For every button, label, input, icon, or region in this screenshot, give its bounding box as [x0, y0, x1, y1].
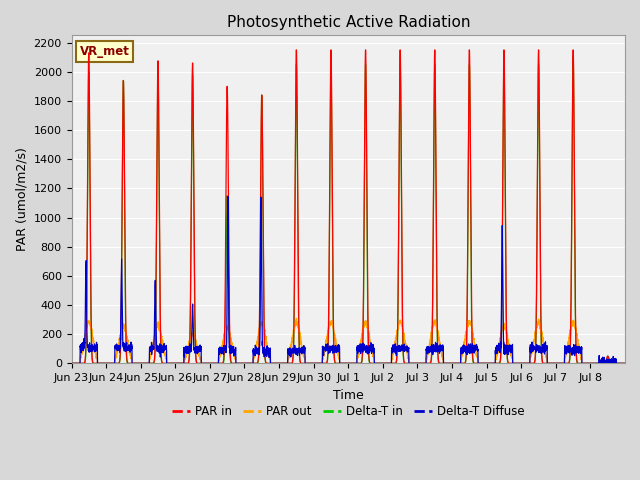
- Y-axis label: PAR (umol/m2/s): PAR (umol/m2/s): [15, 147, 28, 252]
- X-axis label: Time: Time: [333, 389, 364, 402]
- Text: VR_met: VR_met: [80, 45, 130, 58]
- Title: Photosynthetic Active Radiation: Photosynthetic Active Radiation: [227, 15, 470, 30]
- Legend: PAR in, PAR out, Delta-T in, Delta-T Diffuse: PAR in, PAR out, Delta-T in, Delta-T Dif…: [168, 401, 529, 423]
